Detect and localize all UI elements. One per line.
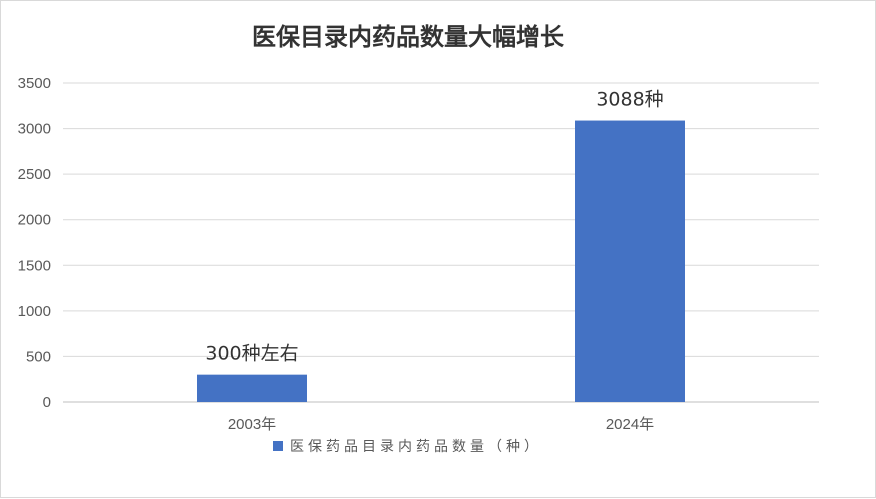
- legend-swatch: [273, 441, 283, 451]
- y-tick-label: 1000: [18, 303, 51, 320]
- y-tick-label: 3000: [18, 121, 51, 138]
- legend: 医保药品目录内药品数量（种）: [273, 439, 542, 455]
- legend-label: 医保药品目录内药品数量（种）: [290, 439, 542, 455]
- chart-title: 医保目录内药品数量大幅增长: [252, 23, 565, 51]
- x-tick-label: 2024年: [606, 416, 654, 433]
- y-tick-label: 500: [26, 348, 51, 365]
- y-tick-label: 2000: [18, 212, 51, 229]
- x-tick-label: 2003年: [228, 416, 276, 433]
- y-tick-label: 2500: [18, 166, 51, 183]
- bar: [197, 374, 307, 402]
- bar: [575, 120, 685, 403]
- data-label: 3088种: [596, 89, 663, 111]
- y-tick-label: 0: [43, 394, 51, 411]
- y-tick-label: 1500: [18, 257, 51, 274]
- y-tick-label: 3500: [18, 75, 51, 92]
- data-label: 300种左右: [205, 343, 298, 365]
